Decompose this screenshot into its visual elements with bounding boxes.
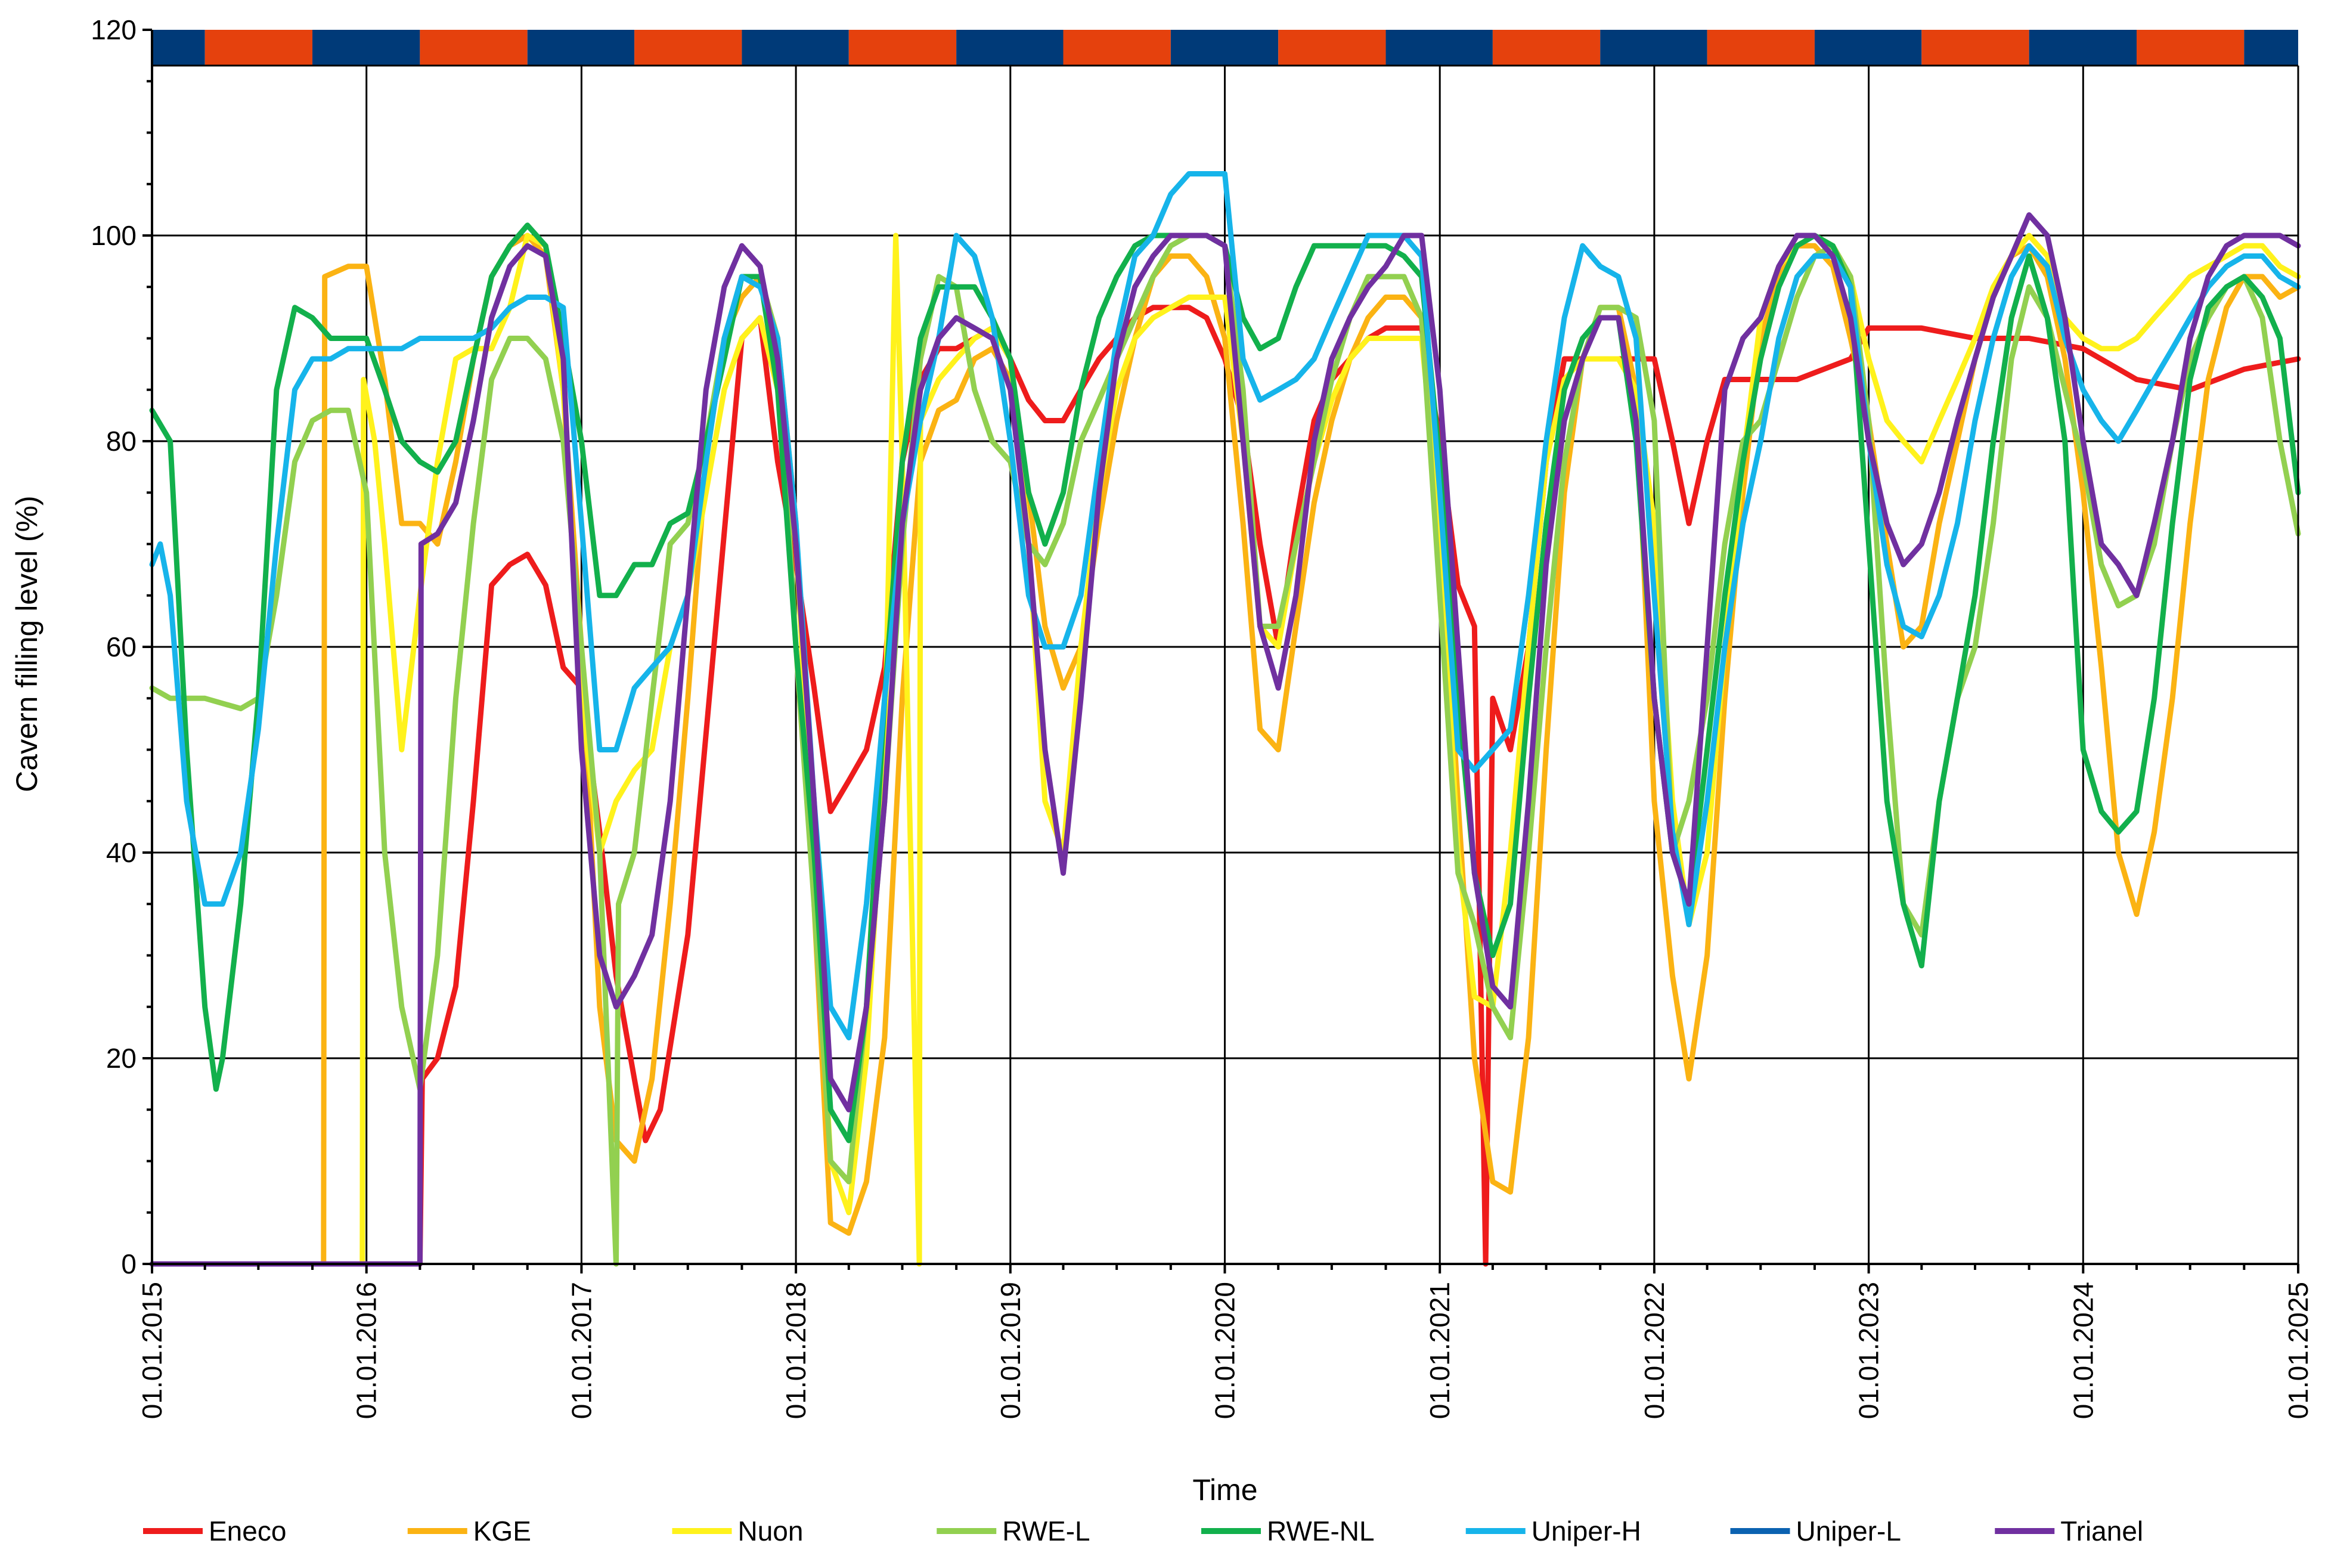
season-band-segment-5 [634, 30, 742, 66]
season-band-segment-16 [1814, 30, 1922, 66]
legend-label: Nuon [738, 1516, 804, 1547]
x-tick-label: 01.01.2021 [1424, 1282, 1455, 1419]
x-tick-label: 01.01.2022 [1639, 1282, 1670, 1419]
season-band-segment-12 [1385, 30, 1493, 66]
y-tick-label: 120 [91, 14, 137, 45]
season-band-segment-10 [1170, 30, 1279, 66]
season-band-segment-19 [2136, 30, 2245, 66]
y-tick-labels: 0 20 40 60 80 100 120 [91, 14, 137, 1279]
season-band-segment-3 [420, 30, 528, 66]
legend-label: RWE-L [1002, 1516, 1090, 1547]
season-band-segment-8 [956, 30, 1064, 66]
legend-label: Uniper-L [1796, 1516, 1901, 1547]
y-tick-label: 40 [106, 837, 137, 868]
x-tick-label: 01.01.2020 [1210, 1282, 1241, 1419]
legend-label: Eneco [209, 1516, 286, 1547]
legend-label: Uniper-H [1532, 1516, 1641, 1547]
y-tick-label: 100 [91, 220, 137, 251]
y-tick-label: 60 [106, 631, 137, 662]
y-axis-title: Cavern filling level (%) [10, 495, 44, 792]
season-band-segment-13 [1492, 30, 1601, 66]
season-band [152, 30, 2298, 66]
season-band-segment-7 [848, 30, 957, 66]
series-line-kge [321, 233, 2301, 1267]
season-band-segment-14 [1600, 30, 1707, 66]
season-band-segment-20 [2244, 30, 2298, 66]
x-tick-label: 01.01.2015 [137, 1282, 168, 1419]
x-tick-label: 01.01.2016 [351, 1282, 382, 1419]
legend-label: KGE [473, 1516, 531, 1547]
season-band-segment-0 [152, 30, 205, 66]
season-band-segment-1 [204, 30, 313, 66]
series-line-eneco [417, 305, 2301, 1267]
x-tick-label: 01.01.2017 [566, 1282, 597, 1419]
legend-label: RWE-NL [1267, 1516, 1375, 1547]
legend: Eneco KGE Nuon RWE-L RWE-NL Uniper-H Uniper-L T… [143, 1516, 2143, 1547]
gridlines [152, 66, 2298, 1264]
x-tick-label: 01.01.2025 [2283, 1282, 2314, 1419]
series-line-uniper-h [149, 171, 2301, 1040]
x-tick-labels: 01.01.2015 01.01.2016 01.01.2017 01.01.2018… [137, 1282, 2314, 1419]
season-band-segment-18 [2029, 30, 2137, 66]
x-tick-label: 01.01.2018 [780, 1282, 811, 1419]
series-line-trianel [149, 212, 2301, 1267]
y-tick-label: 0 [121, 1248, 137, 1279]
season-band-segment-6 [742, 30, 849, 66]
x-tick-label: 01.01.2024 [2067, 1282, 2098, 1419]
season-band-segment-4 [527, 30, 635, 66]
season-band-segment-2 [312, 30, 420, 66]
legend-label: Trianel [2060, 1516, 2143, 1547]
season-band-segment-9 [1063, 30, 1171, 66]
x-tick-label: 01.01.2019 [995, 1282, 1026, 1419]
y-tick-label: 80 [106, 426, 137, 457]
y-tick-label: 20 [106, 1043, 137, 1074]
season-band-segment-17 [1921, 30, 2029, 66]
x-axis-title: Time [1192, 1473, 1257, 1507]
x-tick-label: 01.01.2023 [1853, 1282, 1884, 1419]
series-layer [149, 171, 2301, 1267]
season-band-segment-11 [1278, 30, 1386, 66]
season-band-segment-15 [1707, 30, 1815, 66]
axes [142, 29, 2299, 1273]
